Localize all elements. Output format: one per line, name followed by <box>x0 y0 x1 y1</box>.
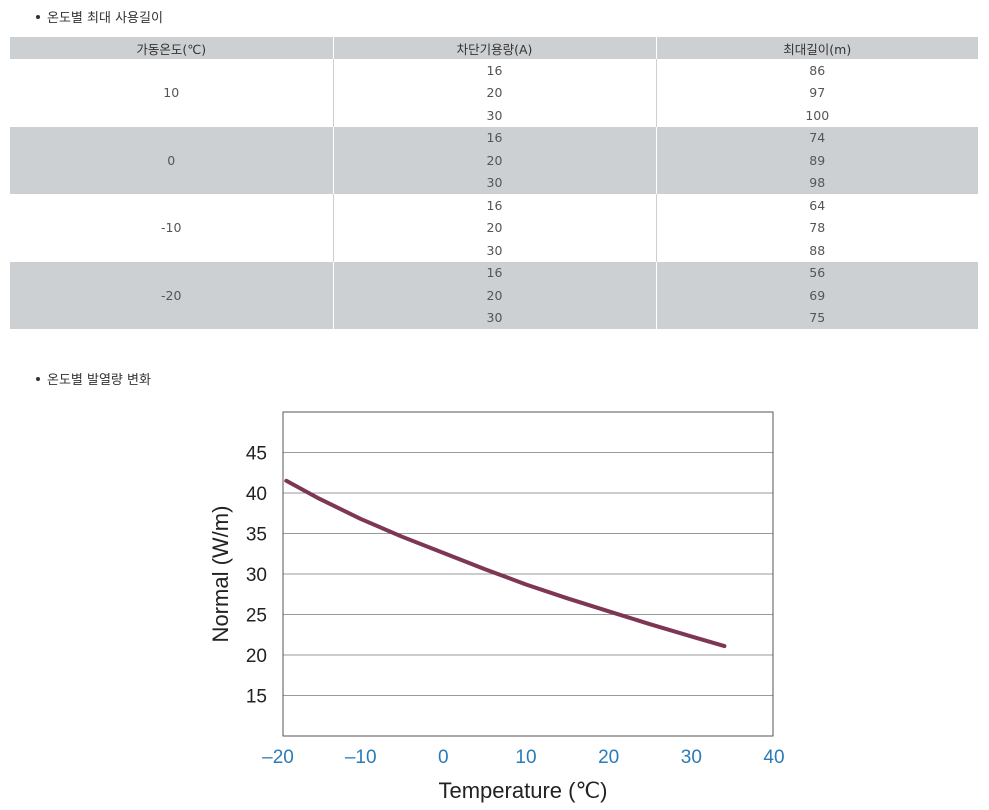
breaker-cell: 30 <box>333 171 657 194</box>
breaker-cell: 16 <box>333 194 657 217</box>
length-cell: 56 <box>656 261 978 284</box>
table-group-minus10: -10 16 64 20 78 30 88 <box>10 194 978 262</box>
table-row: 30 98 <box>10 171 978 194</box>
section-title-heat-output: 온도별 발열량 변화 <box>36 369 151 388</box>
breaker-cell: 16 <box>333 126 657 149</box>
y-tick-label: 30 <box>246 565 267 586</box>
length-cell: 89 <box>656 149 978 172</box>
y-tick-label: 40 <box>246 484 267 505</box>
table-group-10: 10 16 86 20 97 30 100 <box>10 59 978 127</box>
breaker-cell: 30 <box>333 104 657 127</box>
table-row: 20 78 <box>10 216 978 239</box>
table-row: 20 69 <box>10 284 978 307</box>
x-tick-label: 30 <box>681 747 702 768</box>
x-tick-label: –10 <box>345 747 377 768</box>
breaker-cell: 20 <box>333 149 657 172</box>
length-cell: 69 <box>656 284 978 307</box>
bullet-icon <box>36 376 40 381</box>
temp-cell: -10 <box>10 194 334 262</box>
y-axis-label: Normal (W/m) <box>208 506 233 643</box>
y-tick-label: 20 <box>246 646 267 667</box>
table-header-row: 가동온도(℃) 차단기용량(A) 최대길이(m) <box>10 37 978 59</box>
table-row: 20 97 <box>10 81 978 104</box>
x-tick-label: –20 <box>262 747 294 768</box>
table-group-0: 0 16 74 20 89 30 98 <box>10 126 978 194</box>
header-max-length: 최대길이(m) <box>656 37 978 59</box>
breaker-cell: 20 <box>333 216 657 239</box>
grid-lines <box>283 452 773 696</box>
series-lines <box>284 478 727 649</box>
table-row: 30 88 <box>10 239 978 262</box>
length-cell: 74 <box>656 126 978 149</box>
breaker-cell: 16 <box>333 59 657 82</box>
x-axis-label: Temperature (℃) <box>439 778 608 803</box>
table-row: 0 16 74 <box>10 126 978 194</box>
x-tick-label: 0 <box>438 747 449 768</box>
table-row: 30 75 <box>10 306 978 329</box>
breaker-cell: 30 <box>333 306 657 329</box>
y-tick-labels: 45 40 35 30 25 20 15 <box>246 444 267 708</box>
y-tick-label: 35 <box>246 525 267 546</box>
max-length-table: 가동온도(℃) 차단기용량(A) 최대길이(m) 10 16 86 20 97 30 1… <box>10 37 978 329</box>
table-row: -10 16 64 <box>10 194 978 262</box>
table-row: 10 16 86 <box>10 59 978 127</box>
section-title-text: 온도별 최대 사용길이 <box>47 11 163 26</box>
header-breaker: 차단기용량(A) <box>333 37 657 59</box>
header-temp: 가동온도(℃) <box>10 37 334 59</box>
section-title-max-length: 온도별 최대 사용길이 <box>36 7 163 26</box>
length-cell: 88 <box>809 242 826 258</box>
x-tick-label: 40 <box>763 747 784 768</box>
section-title-text: 온도별 발열량 변화 <box>47 373 151 388</box>
breaker-cell: 16 <box>333 261 657 284</box>
table-row: -20 16 56 <box>10 261 978 329</box>
y-tick-label: 25 <box>246 606 267 627</box>
length-cell: 100 <box>805 107 830 123</box>
x-tick-labels: –20 –10 0 10 20 30 40 <box>262 747 784 768</box>
length-cell: 97 <box>809 85 826 101</box>
temp-cell: -20 <box>10 261 334 329</box>
x-tick-label: 10 <box>515 747 536 768</box>
x-tick-label: 20 <box>598 747 619 768</box>
temp-cell: 10 <box>10 59 334 127</box>
temp-cell: 0 <box>10 126 334 194</box>
breaker-cell: 30 <box>333 239 657 262</box>
length-cell: 78 <box>809 220 826 236</box>
length-cell: 86 <box>809 62 826 78</box>
table-row: 30 100 <box>10 104 978 127</box>
y-tick-label: 15 <box>246 687 267 708</box>
bullet-icon <box>36 14 40 19</box>
y-tick-label: 45 <box>246 444 267 465</box>
table-group-minus20: -20 16 56 20 69 30 75 <box>10 261 978 329</box>
breaker-cell: 20 <box>333 81 657 104</box>
length-cell: 64 <box>809 197 826 213</box>
series-line <box>284 478 727 649</box>
table-row: 20 89 <box>10 149 978 172</box>
heat-output-chart: 45 40 35 30 25 20 15 –20 –10 0 10 20 30 40 Normal (W… <box>208 411 785 803</box>
breaker-cell: 20 <box>333 284 657 307</box>
plot-frame <box>282 411 774 737</box>
length-cell: 98 <box>656 171 978 194</box>
length-cell: 75 <box>656 306 978 329</box>
